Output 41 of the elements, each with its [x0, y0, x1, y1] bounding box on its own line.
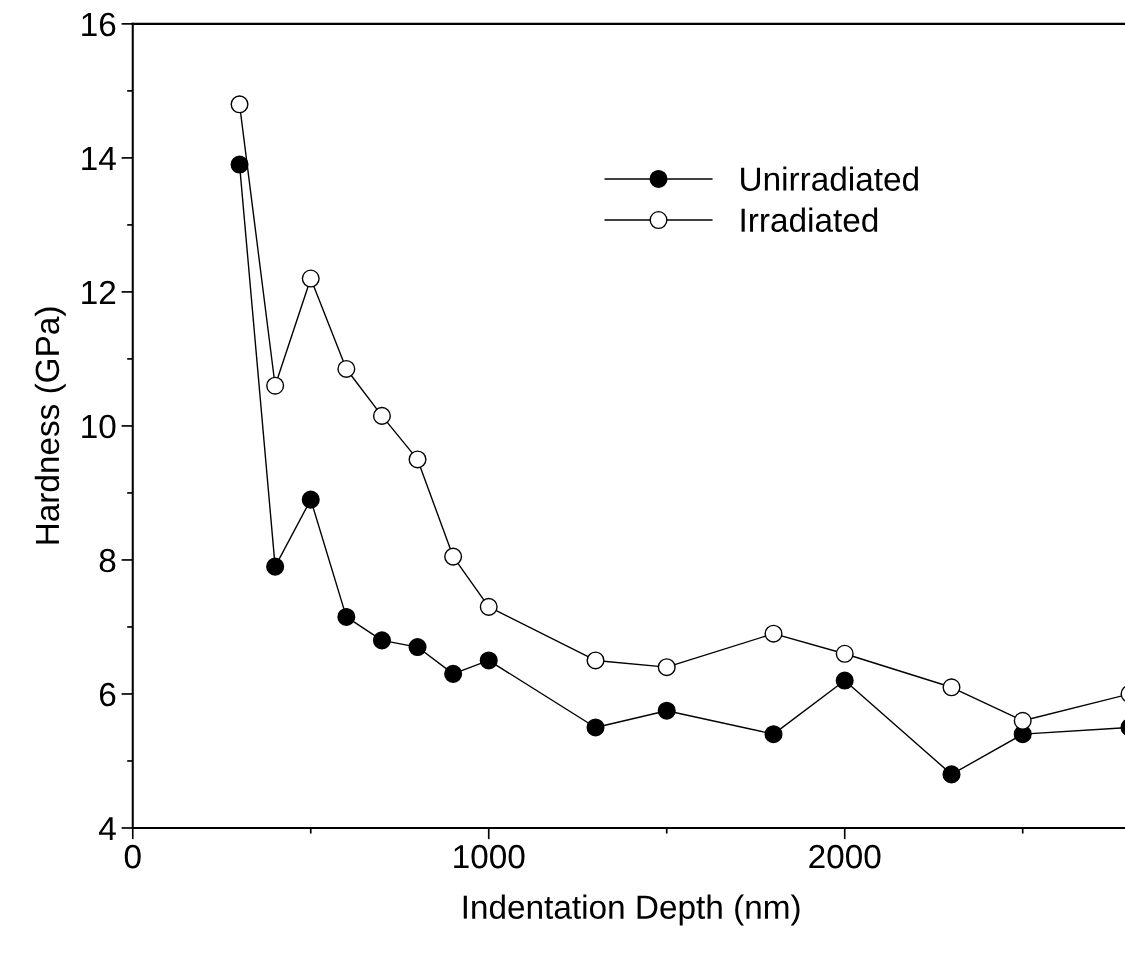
point	[657, 658, 676, 677]
point	[230, 155, 249, 174]
point	[764, 624, 783, 643]
point	[586, 651, 605, 670]
point	[266, 557, 285, 576]
point	[230, 95, 249, 114]
point	[301, 490, 320, 509]
point	[372, 406, 391, 425]
point	[586, 718, 605, 737]
y-tick-label: 14	[82, 147, 116, 170]
legend-label: Unirradiated	[741, 166, 918, 191]
y-tick-label: 12	[82, 280, 116, 304]
point	[337, 607, 356, 626]
y-axis-title: Hardness (GPa)	[34, 307, 66, 544]
point	[764, 725, 783, 744]
x-tick-label: 2000	[809, 844, 881, 869]
point	[444, 547, 463, 566]
x-tick-label: 0	[124, 844, 141, 869]
y-tick-label: 16	[82, 12, 116, 37]
point	[337, 359, 356, 379]
y-tick-label: 4	[99, 817, 116, 841]
point	[479, 597, 498, 616]
y-tick-label: 6	[99, 682, 116, 707]
point	[1013, 711, 1032, 730]
point	[372, 631, 391, 650]
point	[444, 664, 463, 683]
point	[266, 376, 285, 395]
x-tick-label: 1000	[454, 844, 525, 869]
y-tick-label: 8	[99, 548, 116, 573]
y-tick-label: 10	[82, 414, 116, 439]
point	[479, 651, 498, 670]
point	[942, 678, 961, 697]
point	[408, 638, 427, 657]
legend-label: Irradiated	[741, 207, 878, 233]
point	[408, 450, 427, 469]
point	[835, 644, 854, 663]
point	[301, 269, 320, 288]
x-axis-title: Indentation Depth (nm)	[463, 894, 800, 926]
point	[835, 671, 854, 690]
point	[942, 765, 961, 784]
point	[657, 701, 676, 720]
